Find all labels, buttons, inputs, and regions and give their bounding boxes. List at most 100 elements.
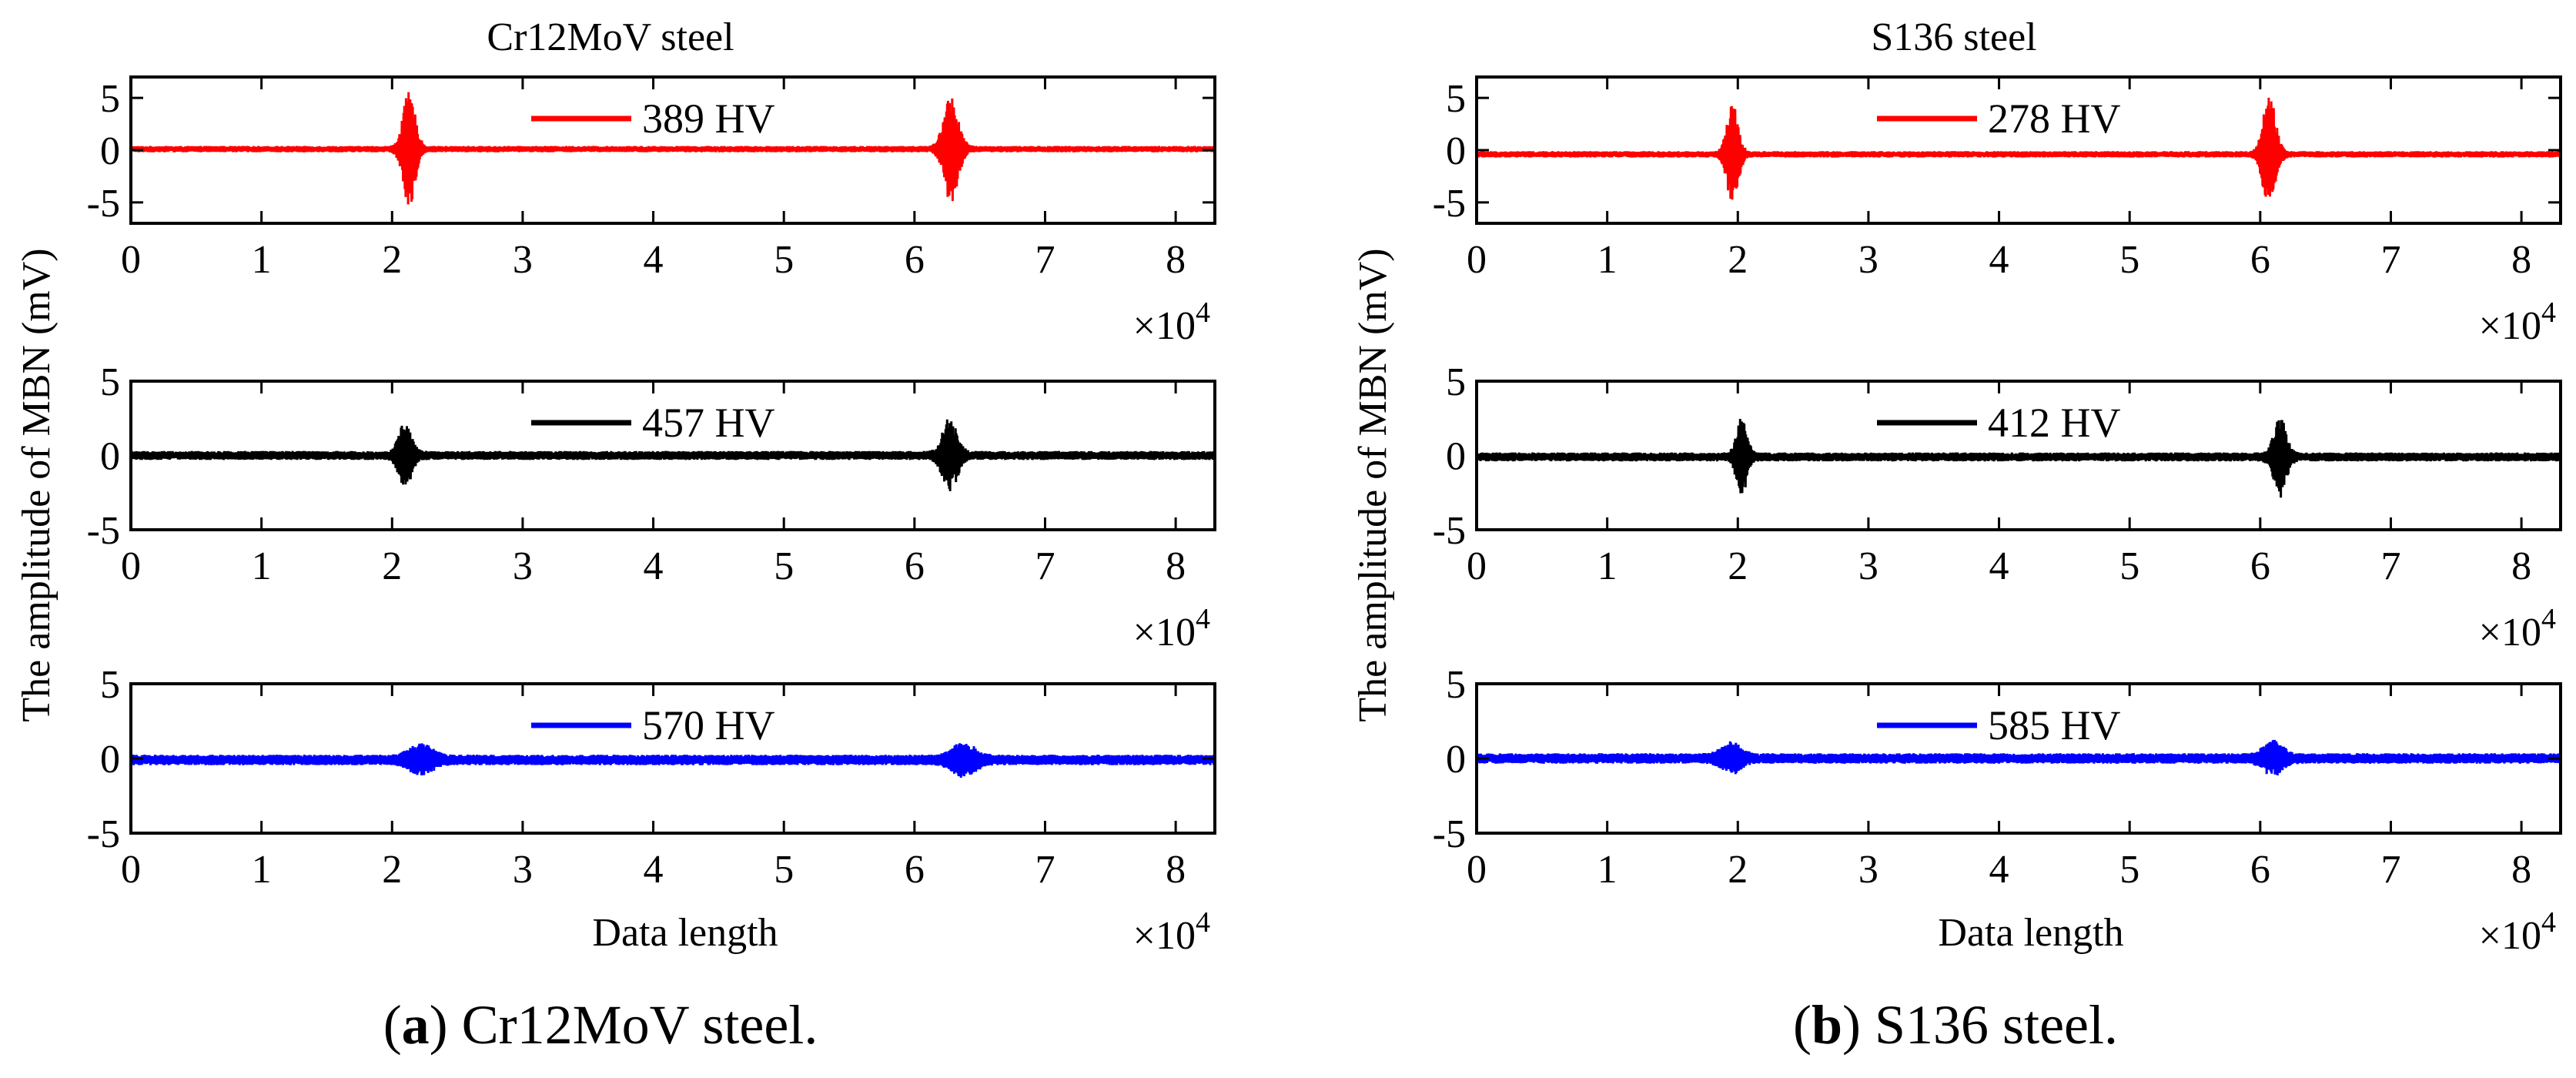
x-tick-label: 6 xyxy=(905,238,925,282)
x-tick-label: 6 xyxy=(2250,848,2270,892)
x-tick-label: 0 xyxy=(1467,238,1487,282)
x-tick-label: 1 xyxy=(1597,544,1618,588)
x-tick-label: 4 xyxy=(1989,238,2009,282)
signal-series xyxy=(129,743,1216,778)
x-multiplier-base: ×10 xyxy=(1133,611,1196,654)
panel-b-title: S136 steel xyxy=(1871,15,2036,59)
x-tick-label: 6 xyxy=(2250,238,2270,282)
x-tick-label: 8 xyxy=(2511,848,2531,892)
y-tick-label: -5 xyxy=(1433,509,1466,553)
x-multiplier-exponent: 4 xyxy=(1196,296,1210,329)
y-tick-label: -5 xyxy=(87,182,120,226)
x-tick-label: 3 xyxy=(513,544,533,588)
panel-b-caption: (b) S136 steel. xyxy=(1793,994,2118,1056)
x-tick-label: 2 xyxy=(1728,848,1748,892)
x-tick-label: 5 xyxy=(774,544,794,588)
x-tick-label: 1 xyxy=(252,544,272,588)
signal-series xyxy=(1475,418,2562,498)
x-multiplier-base: ×10 xyxy=(2479,914,2541,958)
x-tick-label: 2 xyxy=(1728,544,1748,588)
x-tick-label: 4 xyxy=(644,238,664,282)
x-tick-label: 0 xyxy=(121,238,141,282)
y-tick-label: -5 xyxy=(87,509,120,553)
panel-a-caption-letter: a xyxy=(402,994,430,1056)
x-tick-label: 5 xyxy=(774,238,794,282)
x-tick-label: 8 xyxy=(1166,848,1186,892)
x-tick-label: 3 xyxy=(513,848,533,892)
signal-series xyxy=(129,92,1216,205)
x-multiplier: ×104 xyxy=(1133,296,1210,348)
x-tick-label: 1 xyxy=(252,848,272,892)
y-tick-label: 5 xyxy=(100,360,120,404)
legend-label: 278 HV xyxy=(1988,95,2121,142)
x-tick-label: 1 xyxy=(252,238,272,282)
y-tick-label: 0 xyxy=(1446,129,1466,173)
y-tick-label: 5 xyxy=(1446,360,1466,404)
x-tick-label: 5 xyxy=(2119,848,2139,892)
x-tick-label: 2 xyxy=(382,544,402,588)
x-multiplier-exponent: 4 xyxy=(2541,296,2556,329)
y-tick-label: -5 xyxy=(87,812,120,856)
x-tick-label: 7 xyxy=(1035,848,1055,892)
x-multiplier-exponent: 4 xyxy=(2541,603,2556,635)
x-multiplier-base: ×10 xyxy=(1133,304,1196,348)
panel-b: S136 steel The amplitude of MBN (mV) 50-… xyxy=(1351,15,2562,1056)
x-tick-label: 4 xyxy=(1989,544,2009,588)
y-tick-label: -5 xyxy=(1433,182,1466,226)
x-tick-label: 7 xyxy=(2380,238,2400,282)
y-tick-label: 0 xyxy=(1446,435,1466,479)
panel-b-caption-text: S136 steel. xyxy=(1861,994,2118,1056)
x-multiplier: ×104 xyxy=(1133,906,1210,958)
x-tick-label: 6 xyxy=(2250,544,2270,588)
x-tick-label: 7 xyxy=(2380,544,2400,588)
x-tick-label: 3 xyxy=(1858,544,1878,588)
x-tick-label: 6 xyxy=(905,544,925,588)
x-tick-label: 3 xyxy=(1858,238,1878,282)
x-tick-label: 7 xyxy=(1035,238,1055,282)
x-multiplier: ×104 xyxy=(2479,296,2556,348)
y-tick-label: 5 xyxy=(1446,663,1466,707)
panel-a-caption: (a) Cr12MoV steel. xyxy=(383,994,818,1056)
panel-a: Cr12MoV steel The amplitude of MBN (mV) … xyxy=(15,15,1216,1056)
x-tick-label: 8 xyxy=(1166,238,1186,282)
x-tick-label: 0 xyxy=(1467,544,1487,588)
x-tick-label: 6 xyxy=(905,848,925,892)
legend-label: 585 HV xyxy=(1988,702,2121,748)
y-tick-label: 5 xyxy=(1446,77,1466,121)
x-tick-label: 2 xyxy=(1728,238,1748,282)
x-multiplier-exponent: 4 xyxy=(1196,906,1210,939)
signal-series xyxy=(1475,97,2562,200)
x-tick-label: 7 xyxy=(2380,848,2400,892)
x-tick-label: 2 xyxy=(382,848,402,892)
y-tick-label: 5 xyxy=(100,663,120,707)
x-multiplier: ×104 xyxy=(2479,603,2556,654)
x-tick-label: 4 xyxy=(644,848,664,892)
x-tick-label: 5 xyxy=(2119,544,2139,588)
x-multiplier-base: ×10 xyxy=(2479,304,2541,348)
y-tick-label: 0 xyxy=(100,738,120,782)
panel-a-xlabel: Data length xyxy=(592,911,778,955)
x-tick-label: 8 xyxy=(2511,544,2531,588)
y-tick-label: 0 xyxy=(1446,738,1466,782)
x-tick-label: 7 xyxy=(1035,544,1055,588)
panel-a-caption-text: Cr12MoV steel. xyxy=(448,994,818,1056)
legend-label: 412 HV xyxy=(1988,400,2121,446)
x-tick-label: 8 xyxy=(2511,238,2531,282)
x-multiplier-exponent: 4 xyxy=(2541,906,2556,939)
x-tick-label: 3 xyxy=(513,238,533,282)
y-tick-label: -5 xyxy=(1433,812,1466,856)
x-tick-label: 0 xyxy=(121,848,141,892)
x-tick-label: 5 xyxy=(2119,238,2139,282)
panel-a-title: Cr12MoV steel xyxy=(487,15,734,59)
x-tick-label: 2 xyxy=(382,238,402,282)
x-tick-label: 0 xyxy=(121,544,141,588)
x-multiplier-base: ×10 xyxy=(1133,914,1196,958)
legend-label: 457 HV xyxy=(642,400,775,446)
legend-label: 570 HV xyxy=(642,702,775,748)
x-tick-label: 5 xyxy=(774,848,794,892)
panel-a-ylabel: The amplitude of MBN (mV) xyxy=(15,248,59,721)
